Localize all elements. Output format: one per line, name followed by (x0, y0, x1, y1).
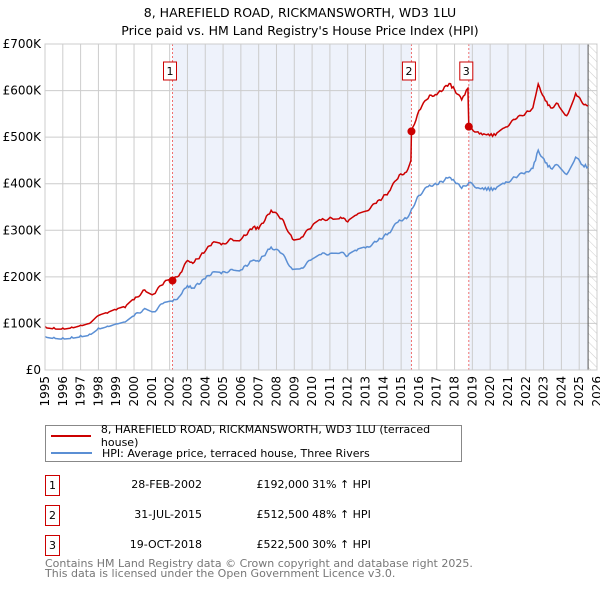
chart-subtitle: Price paid vs. HM Land Registry's House … (121, 23, 478, 38)
y-tick-label: £200K (3, 270, 43, 284)
x-tick-label: 2012 (341, 376, 355, 407)
x-tick-label: 2001 (145, 376, 159, 407)
hpi-line (44, 148, 589, 340)
y-tick-label: £100K (3, 316, 43, 330)
x-tick-label: 2021 (501, 376, 515, 407)
transaction-row: 1 28-FEB-2002 £192,000 31% ↑ HPI (45, 475, 465, 496)
sale-point (464, 122, 473, 131)
x-tick-label: 2016 (412, 376, 426, 407)
transaction-row: 2 31-JUL-2015 £512,500 48% ↑ HPI (45, 505, 465, 526)
transaction-date: 31-JUL-2015 (134, 508, 202, 521)
x-tick-label: 2003 (180, 376, 194, 407)
price-chart: 8, HAREFIELD ROAD, RICKMANSWORTH, WD3 1L… (3, 5, 600, 407)
transaction-hpi-change: 48% ↑ HPI (312, 508, 371, 521)
transaction-marker: 3 (45, 535, 60, 556)
x-tick-label: 2004 (198, 376, 212, 407)
transaction-date: 28-FEB-2002 (131, 478, 202, 491)
x-tick-label: 1999 (109, 376, 123, 407)
x-tick-label: 1996 (56, 376, 70, 407)
x-tick-label: 2019 (465, 376, 479, 407)
property-price-line (44, 81, 589, 330)
x-tick-label: 1998 (91, 376, 105, 407)
transaction-date: 19-OCT-2018 (129, 538, 202, 551)
x-tick-label: 2008 (269, 376, 283, 407)
x-tick-label: 2005 (216, 376, 230, 407)
transaction-marker: 2 (45, 505, 60, 526)
x-tick-label: 2026 (590, 376, 600, 407)
x-tick-label: 2009 (287, 376, 301, 407)
x-tick-label: 2023 (537, 376, 551, 407)
y-tick-label: £400K (3, 177, 43, 191)
x-tick-label: 2013 (359, 376, 373, 407)
sale-label-box (162, 61, 177, 81)
x-tick-label: 2020 (483, 376, 497, 407)
legend-swatch-blue (51, 452, 92, 454)
x-tick-label: 2000 (127, 376, 141, 407)
sale-label: 1 (166, 65, 173, 78)
future-hatch (588, 44, 597, 370)
plot-frame (44, 43, 598, 371)
x-tick-label: 2017 (430, 376, 444, 407)
x-tick-label: 2025 (572, 376, 586, 407)
licence-text: This data is licensed under the Open Gov… (45, 567, 396, 580)
legend-item-hpi: HPI: Average price, terraced house, Thre… (46, 445, 370, 461)
transaction-hpi-change: 30% ↑ HPI (312, 538, 371, 551)
copyright-text: Contains HM Land Registry data © Crown c… (45, 557, 473, 570)
sale-label: 3 (463, 65, 470, 78)
transaction-row: 3 19-OCT-2018 £522,500 30% ↑ HPI (45, 535, 465, 556)
x-tick-label: 2014 (376, 376, 390, 407)
transaction-price: £522,500 (256, 538, 310, 551)
legend: 8, HAREFIELD ROAD, RICKMANSWORTH, WD3 1L… (45, 423, 462, 462)
x-tick-label: 2024 (554, 376, 568, 407)
x-tick-label: 2011 (323, 376, 337, 407)
y-tick-label: £300K (3, 223, 43, 237)
x-tick-label: 1995 (38, 376, 52, 407)
sale-point (168, 276, 177, 285)
transaction-price: £512,500 (256, 508, 310, 521)
legend-item-property: 8, HAREFIELD ROAD, RICKMANSWORTH, WD3 1L… (46, 423, 461, 449)
x-tick-label: 2002 (163, 376, 177, 407)
legend-label: HPI: Average price, terraced house, Thre… (102, 446, 370, 460)
sale-label: 2 (405, 65, 412, 78)
footer: Contains HM Land Registry data © Crown c… (45, 557, 473, 580)
sale-label-box (459, 61, 474, 81)
x-tick-label: 2006 (234, 376, 248, 407)
legend-swatch-red (51, 435, 91, 437)
y-tick-label: £500K (3, 130, 43, 144)
transaction-price: £192,000 (256, 478, 310, 491)
x-tick-label: 2007 (252, 376, 266, 407)
ownership-shade (468, 44, 589, 370)
x-tick-label: 2022 (519, 376, 533, 407)
y-tick-label: £700K (3, 37, 43, 51)
sale-label-box (401, 61, 416, 81)
x-tick-label: 2018 (448, 376, 462, 407)
x-tick-label: 1997 (74, 376, 88, 407)
chart-title: 8, HAREFIELD ROAD, RICKMANSWORTH, WD3 1L… (144, 5, 456, 20)
sale-point (407, 127, 416, 136)
legend-label: 8, HAREFIELD ROAD, RICKMANSWORTH, WD3 1L… (100, 423, 431, 449)
ownership-shade (172, 44, 412, 370)
x-tick-label: 2015 (394, 376, 408, 407)
x-tick-label: 2010 (305, 376, 319, 407)
y-tick-label: £600K (3, 84, 43, 98)
y-tick-label: £0 (26, 363, 41, 377)
transaction-marker: 1 (45, 475, 60, 496)
transaction-hpi-change: 31% ↑ HPI (312, 478, 371, 491)
